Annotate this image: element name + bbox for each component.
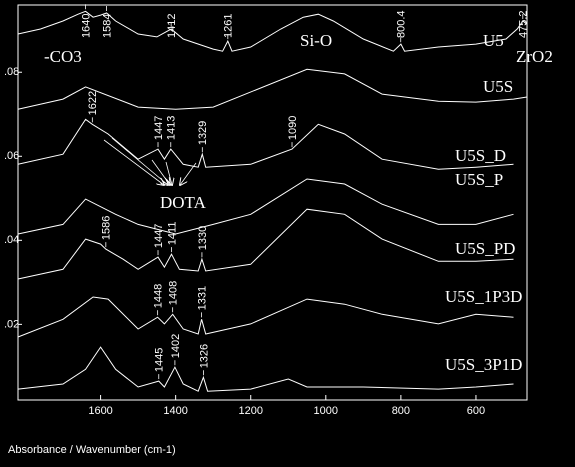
peak-label: 1331 [196, 286, 208, 310]
spectrum-line [17, 208, 514, 280]
series-label: U5S_3P1D [445, 355, 522, 374]
series-label: U5S_D [455, 146, 506, 165]
series-label: U5 [483, 31, 504, 50]
arrow [151, 159, 170, 185]
spectrum-line [17, 118, 514, 170]
spectrum-line [17, 10, 528, 52]
spectrum-line [17, 296, 514, 338]
peak-label: 1584 [101, 14, 113, 38]
peak-label: 1586 [101, 216, 113, 240]
peak-label: 1330 [197, 226, 209, 250]
plot-frame [17, 4, 528, 401]
spectrum-line [17, 178, 514, 235]
x-tick-label: 800 [392, 405, 410, 417]
peak-label: 1445 [154, 348, 166, 372]
peak-label: 1640 [80, 14, 92, 38]
peak-label: 1413 [166, 116, 178, 140]
peak-label: 475.2 [518, 10, 530, 38]
y-tick-label: .04 [4, 234, 19, 246]
annotation: -CO3 [44, 47, 82, 66]
annotation: ZrO2 [516, 47, 553, 66]
x-tick-label: 1000 [314, 405, 338, 417]
peak-label: 1326 [198, 344, 210, 368]
peak-label: 1622 [87, 91, 99, 115]
spectrum-line [17, 346, 514, 392]
arrow [103, 139, 164, 185]
series-label: U5S [483, 77, 513, 96]
peak-label: 800.4 [396, 10, 408, 38]
x-tick-label: 600 [467, 405, 485, 417]
x-tick-label: 1200 [238, 405, 262, 417]
peak-label: 1447 [153, 224, 165, 248]
y-tick-label: .02 [4, 318, 19, 330]
peak-label: 1447 [153, 116, 165, 140]
peak-label: 1412 [166, 14, 178, 38]
dota-arrows [103, 137, 197, 185]
y-tick-label: .06 [4, 150, 19, 162]
annotation: Si-O [300, 31, 332, 50]
series-label: U5S_PD [455, 239, 515, 258]
y-tick-label: .08 [4, 66, 19, 78]
x-tick-label: 1600 [88, 405, 112, 417]
peak-label: 1090 [287, 116, 299, 140]
arrow [111, 137, 168, 185]
series-label: U5S_1P3D [445, 287, 522, 306]
arrow [165, 161, 172, 185]
spectrum-line [17, 68, 528, 110]
footer: Absorbance / Wavenumber (cm-1) [8, 444, 176, 456]
x-tick-label: 1400 [163, 405, 187, 417]
peak-label: 1402 [170, 334, 182, 358]
peak-label: 1411 [166, 222, 178, 246]
peak-label: 1261 [223, 14, 235, 38]
peak-label: 1448 [153, 284, 165, 308]
series-label: U5S_P [455, 170, 503, 189]
peak-label: 1408 [168, 281, 180, 305]
annotation: DOTA [160, 193, 207, 212]
peak-label: 1329 [197, 121, 209, 145]
